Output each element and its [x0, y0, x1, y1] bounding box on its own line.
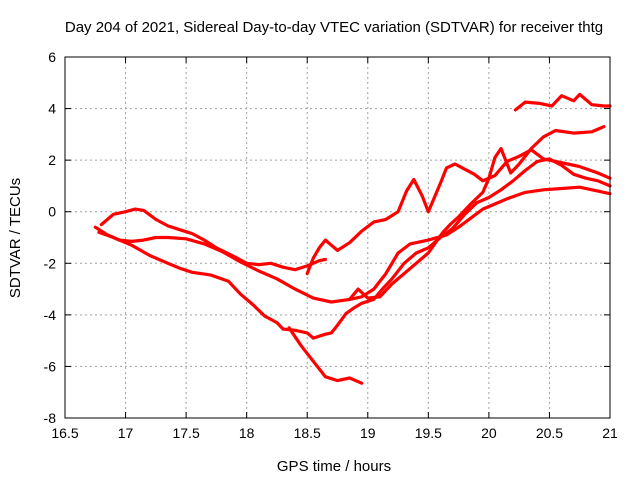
x-tick-label: 20	[481, 425, 497, 441]
y-tick-label: 4	[48, 101, 56, 117]
chart-title: Day 204 of 2021, Sidereal Day-to-day VTE…	[65, 19, 603, 36]
y-tick-label: -4	[44, 307, 57, 323]
y-tick-label: -8	[44, 410, 57, 426]
y-tick-label: 2	[48, 152, 56, 168]
y-tick-label: -2	[44, 255, 57, 271]
series-track-7	[513, 92, 612, 112]
x-tick-label: 20.5	[536, 425, 563, 441]
x-tick-label: 19	[360, 425, 376, 441]
x-tick-label: 19.5	[415, 425, 442, 441]
y-tick-label: 0	[48, 204, 56, 220]
plot-frame	[64, 56, 611, 419]
series-track-1	[93, 185, 612, 304]
x-tick-label: 17	[118, 425, 134, 441]
axis-ticks: 16.5 17 17.5 18 18.5 19 19.5 20 20.5 21 -8 -6 -4 -2 0 2…	[44, 49, 618, 441]
grid	[65, 57, 610, 418]
series-track-2	[99, 207, 327, 272]
y-tick-label: -6	[44, 358, 57, 374]
x-tick-label: 17.5	[172, 425, 199, 441]
data-series	[93, 92, 612, 385]
y-tick-label: 6	[48, 49, 56, 65]
series-track-6	[348, 125, 606, 301]
x-tick-label: 16.5	[51, 425, 78, 441]
series-track-4	[287, 326, 364, 385]
x-tick-label: 21	[602, 425, 618, 441]
x-tick-label: 18.5	[294, 425, 321, 441]
y-axis-label: SDTVAR / TECUs	[7, 178, 24, 298]
x-axis-label: GPS time / hours	[277, 458, 391, 475]
x-tick-label: 18	[239, 425, 255, 441]
series-track-3	[97, 157, 612, 340]
series-track-5	[305, 148, 612, 276]
